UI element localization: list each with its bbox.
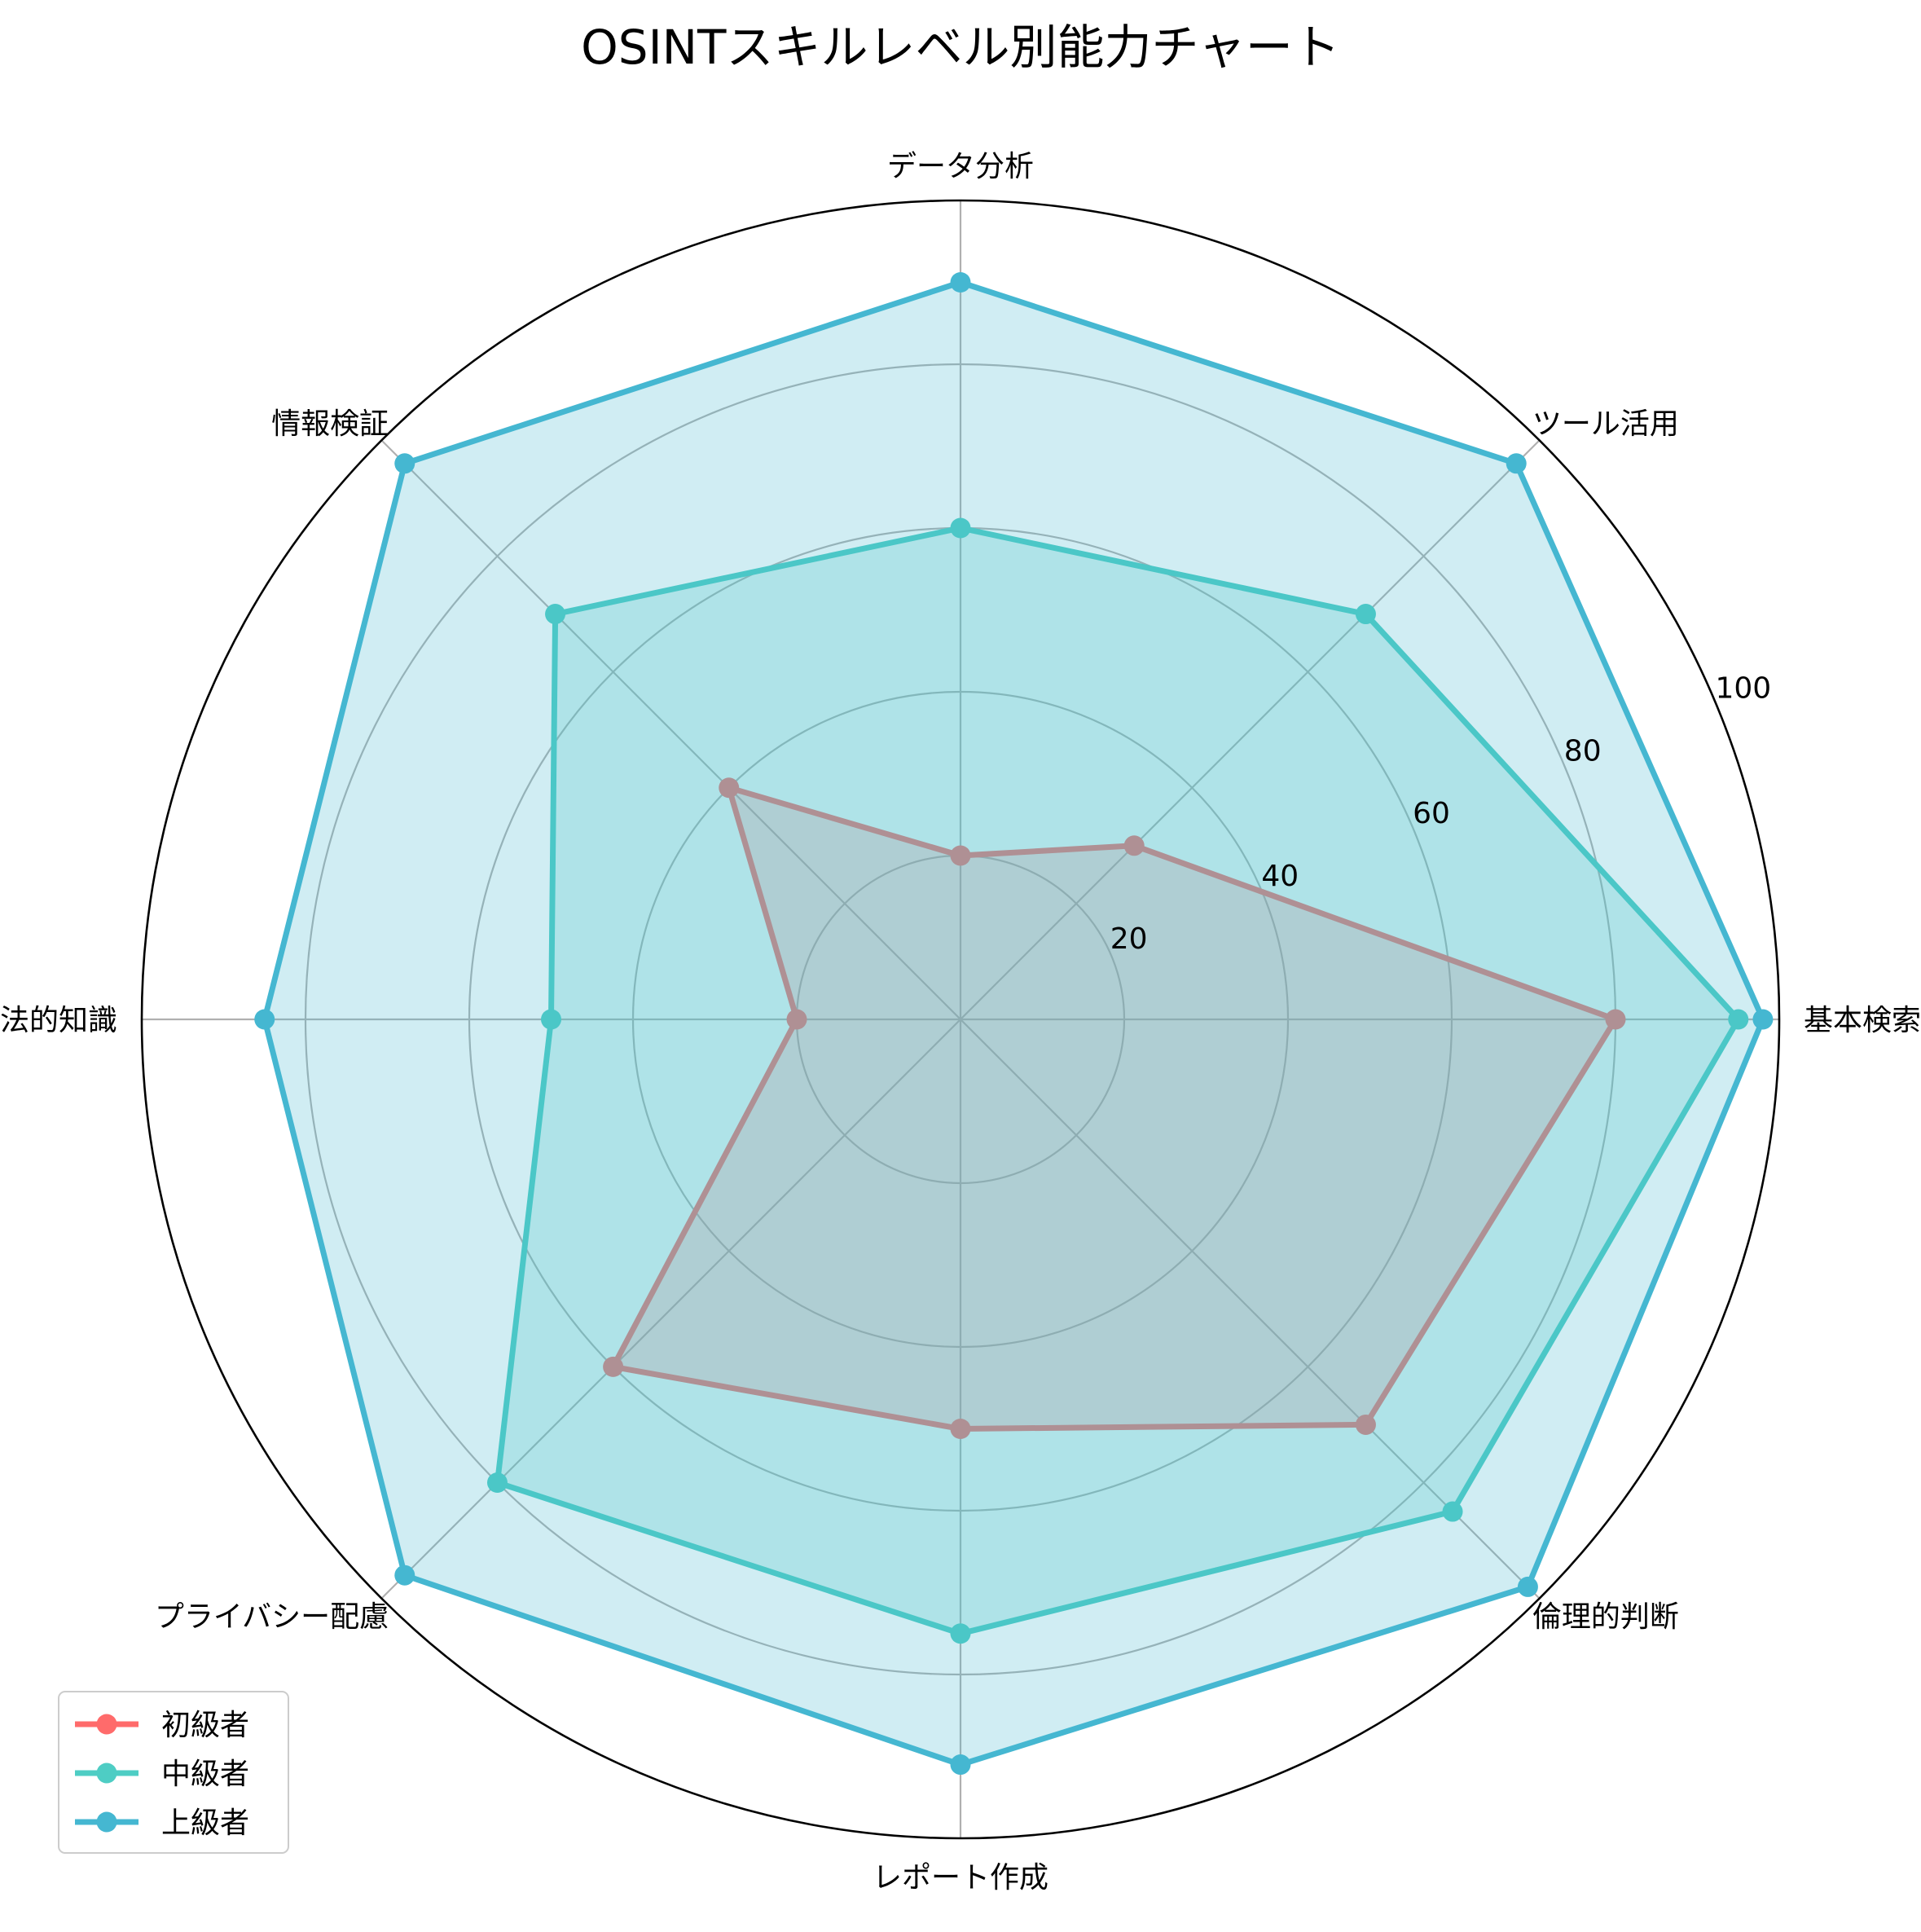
grid-spoke-3	[380, 439, 961, 1020]
legend-box	[58, 1691, 289, 1854]
category-label: レポート作成	[873, 1861, 1048, 1895]
r-tick-label: 20	[1110, 922, 1148, 956]
r-tick-label: 100	[1716, 671, 1772, 705]
data-point-s1-1	[1355, 604, 1376, 625]
data-point-s0-2	[950, 845, 971, 866]
legend-label: 初級者	[161, 1709, 249, 1742]
outer-frame	[140, 199, 1781, 1840]
data-point-s0-3	[719, 777, 740, 799]
data-point-s2-2	[950, 272, 971, 293]
data-point-s1-2	[950, 517, 971, 539]
series-fill-0	[613, 787, 1615, 1429]
category-label: 法的知識	[0, 1004, 117, 1037]
data-point-s2-3	[394, 453, 415, 474]
grid-spoke-7	[960, 1019, 1541, 1600]
chart-title: OSINTスキルレベル別能力チャート	[581, 20, 1340, 75]
data-point-s2-0	[1752, 1009, 1774, 1030]
category-label: 情報検証	[271, 407, 389, 441]
legend-swatch-marker	[96, 1763, 117, 1784]
data-point-s0-7	[1355, 1414, 1376, 1435]
r-tick-label: 80	[1564, 734, 1602, 768]
category-label: データ分析	[887, 150, 1034, 183]
data-point-s0-0	[1605, 1009, 1626, 1030]
data-point-s1-6	[950, 1623, 971, 1644]
data-point-s0-1	[1123, 835, 1145, 856]
data-point-s2-7	[1517, 1576, 1538, 1597]
series-fill-2	[264, 282, 1763, 1765]
legend-swatch-marker	[96, 1811, 117, 1833]
data-point-s2-5	[394, 1565, 415, 1586]
category-label: プライバシー配慮	[155, 1600, 389, 1634]
series-fill-1	[497, 528, 1739, 1634]
data-point-s2-4	[254, 1009, 275, 1030]
data-point-s1-4	[541, 1009, 561, 1030]
legend-label: 中級者	[161, 1758, 249, 1791]
data-point-s2-1	[1506, 453, 1527, 474]
grid-spoke-5	[380, 1019, 961, 1600]
category-label: 基本検索	[1804, 1004, 1921, 1037]
data-point-s1-5	[486, 1472, 508, 1494]
grid-spoke-1	[960, 439, 1541, 1020]
data-point-s1-3	[545, 604, 566, 625]
data-point-s0-6	[950, 1419, 971, 1439]
r-tick-label: 60	[1413, 797, 1450, 830]
data-point-s1-7	[1442, 1501, 1463, 1522]
r-tick-label: 40	[1261, 860, 1299, 893]
data-point-s0-5	[603, 1356, 624, 1377]
series-layer	[254, 272, 1774, 1776]
category-label: ツール活用	[1532, 407, 1679, 441]
legend-swatch-marker	[96, 1714, 117, 1735]
data-point-s0-4	[786, 1009, 807, 1030]
data-point-s1-0	[1728, 1009, 1749, 1030]
data-point-s2-6	[950, 1754, 971, 1776]
legend-label: 上級者	[161, 1807, 249, 1840]
category-label: 倫理的判断	[1532, 1600, 1679, 1634]
